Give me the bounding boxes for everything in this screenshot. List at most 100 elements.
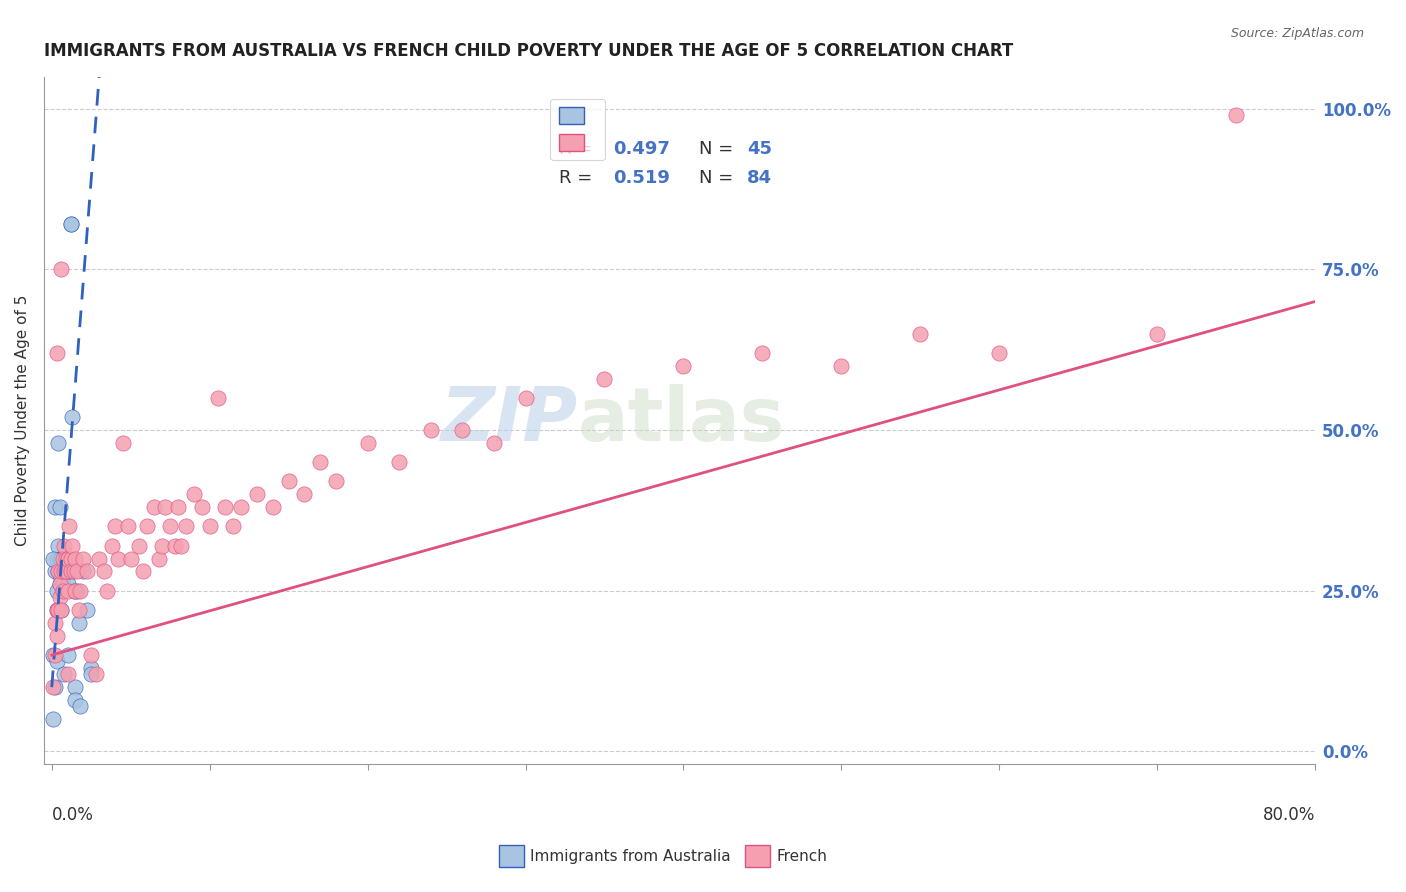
Text: 84: 84 xyxy=(747,169,772,187)
Point xyxy=(65,551,87,566)
Point xyxy=(52,565,75,579)
Point xyxy=(51,603,73,617)
Point xyxy=(52,577,75,591)
Text: N =: N = xyxy=(699,140,738,158)
Text: Source: ZipAtlas.com: Source: ZipAtlas.com xyxy=(1230,27,1364,40)
Point xyxy=(51,603,73,617)
Point xyxy=(44,615,66,630)
Point xyxy=(65,693,87,707)
Point xyxy=(56,577,79,591)
Point xyxy=(45,583,67,598)
Point xyxy=(830,359,852,373)
Point xyxy=(51,551,73,566)
Text: 0.497: 0.497 xyxy=(613,140,671,158)
Point xyxy=(55,551,77,566)
Text: 80.0%: 80.0% xyxy=(1263,805,1315,823)
Point xyxy=(52,551,75,566)
Point xyxy=(163,539,186,553)
Point xyxy=(67,615,90,630)
Point xyxy=(80,667,103,681)
Point xyxy=(72,551,94,566)
Point xyxy=(150,539,173,553)
Point xyxy=(76,565,98,579)
Point xyxy=(53,558,76,572)
Point xyxy=(55,551,77,566)
Point xyxy=(51,262,73,277)
Point xyxy=(52,583,75,598)
Point xyxy=(96,583,118,598)
Point xyxy=(246,487,269,501)
Point xyxy=(46,565,69,579)
Point xyxy=(277,475,299,489)
Point xyxy=(56,551,79,566)
Point xyxy=(58,519,80,533)
Text: ZIP: ZIP xyxy=(440,384,578,457)
Point xyxy=(988,346,1011,360)
Point xyxy=(174,519,197,533)
Point xyxy=(93,565,115,579)
Point xyxy=(69,699,91,714)
Point xyxy=(910,326,932,341)
Point xyxy=(1225,108,1247,122)
Point xyxy=(56,667,79,681)
Y-axis label: Child Poverty Under the Age of 5: Child Poverty Under the Age of 5 xyxy=(15,294,30,546)
Text: N =: N = xyxy=(699,169,738,187)
Point xyxy=(44,648,66,662)
Text: French: French xyxy=(776,849,827,863)
Point xyxy=(66,565,89,579)
Point xyxy=(128,539,150,553)
Point xyxy=(53,565,76,579)
Point xyxy=(53,539,76,553)
Point xyxy=(170,539,193,553)
Point xyxy=(69,583,91,598)
Point xyxy=(419,423,441,437)
Point xyxy=(309,455,332,469)
Point xyxy=(51,565,73,579)
Point xyxy=(751,346,773,360)
Point xyxy=(56,565,79,579)
Point xyxy=(214,500,236,515)
Point xyxy=(135,519,157,533)
Point xyxy=(59,565,82,579)
Point xyxy=(1146,326,1168,341)
Point xyxy=(593,372,616,386)
Point xyxy=(356,436,378,450)
Point xyxy=(48,590,70,604)
Point xyxy=(42,680,65,694)
Point xyxy=(45,629,67,643)
Point xyxy=(80,661,103,675)
Point xyxy=(44,680,66,694)
Point xyxy=(132,565,155,579)
Point xyxy=(76,603,98,617)
Point xyxy=(52,551,75,566)
Point xyxy=(46,436,69,450)
Point xyxy=(262,500,284,515)
Point xyxy=(48,577,70,591)
Point xyxy=(159,519,181,533)
Point xyxy=(44,565,66,579)
Point xyxy=(56,648,79,662)
Point xyxy=(72,565,94,579)
Text: atlas: atlas xyxy=(578,384,785,457)
Point xyxy=(167,500,190,515)
Point xyxy=(51,571,73,585)
Point xyxy=(58,565,80,579)
Point xyxy=(155,500,177,515)
Point xyxy=(107,551,129,566)
Point xyxy=(65,583,87,598)
Point xyxy=(325,475,347,489)
Point xyxy=(120,551,142,566)
Point xyxy=(67,603,90,617)
Point xyxy=(89,551,111,566)
Text: 0.519: 0.519 xyxy=(613,169,671,187)
Point xyxy=(42,551,65,566)
Point xyxy=(42,648,65,662)
Point xyxy=(45,346,67,360)
Point xyxy=(42,712,65,726)
Point xyxy=(48,500,70,515)
Point xyxy=(117,519,139,533)
Point xyxy=(59,218,82,232)
Text: Immigrants from Australia: Immigrants from Australia xyxy=(530,849,731,863)
Point xyxy=(53,667,76,681)
Point xyxy=(104,519,127,533)
